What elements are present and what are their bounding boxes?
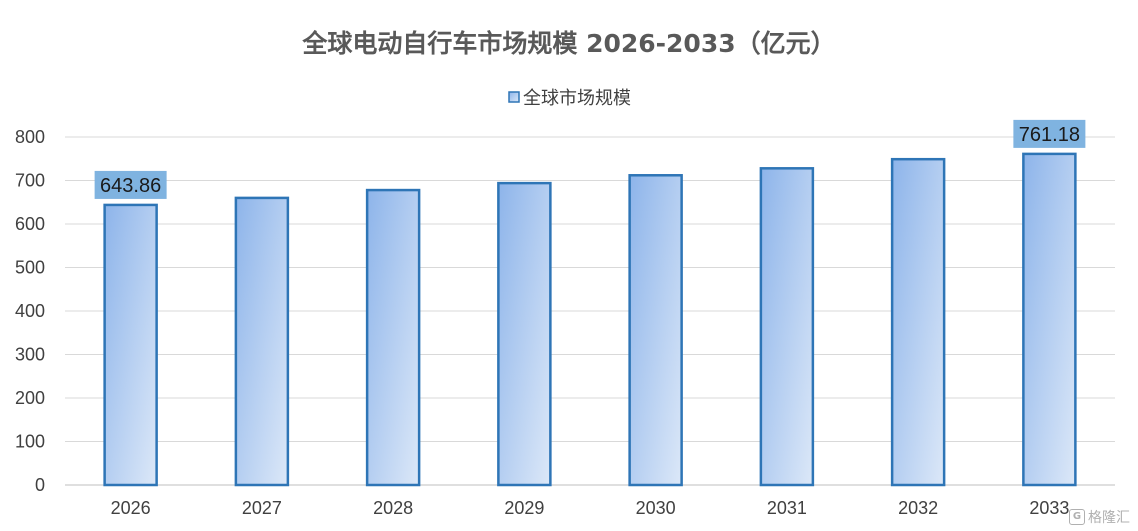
bar-2028 — [365, 188, 421, 487]
x-tick-label: 2030 — [636, 498, 676, 518]
bar-2032 — [890, 157, 946, 487]
y-tick-label: 400 — [15, 301, 45, 321]
y-tick-label: 500 — [15, 258, 45, 278]
bar-2027 — [234, 196, 290, 487]
x-tick-label: 2033 — [1029, 498, 1069, 518]
x-tick-label: 2026 — [111, 498, 151, 518]
bar-2031 — [759, 167, 815, 487]
y-tick-label: 200 — [15, 388, 45, 408]
bar-2026 — [103, 203, 158, 487]
data-label-box — [94, 170, 167, 199]
x-tick-label: 2028 — [373, 498, 413, 518]
bars — [103, 152, 1077, 487]
bar-2030 — [628, 174, 683, 487]
y-tick-label: 600 — [15, 214, 45, 234]
watermark: G 格隆汇 — [1069, 507, 1130, 527]
y-tick-label: 700 — [15, 171, 45, 191]
bar-2033 — [1022, 152, 1077, 487]
data-label-2033: 761.18 — [1019, 124, 1080, 146]
legend-label: 全球市场规模 — [523, 88, 631, 109]
chart-title: 全球电动自行车市场规模 2026-2033（亿元） — [301, 29, 835, 58]
y-axis-ticks: 0 100 200 300 400 500 600 700 800 — [15, 127, 45, 495]
y-tick-label: 0 — [35, 475, 45, 495]
data-label-box — [1013, 119, 1086, 148]
x-axis-ticks: 2026 2027 2028 2029 2030 2031 2032 2033 — [111, 498, 1070, 518]
x-tick-label: 2029 — [504, 498, 544, 518]
gelonghui-logo-icon: G — [1069, 509, 1085, 525]
legend-swatch — [508, 91, 520, 103]
x-tick-label: 2027 — [242, 498, 282, 518]
data-label-2026: 643.86 — [100, 175, 161, 197]
x-tick-label: 2031 — [767, 498, 807, 518]
x-tick-label: 2032 — [898, 498, 938, 518]
legend: 全球市场规模 — [508, 88, 631, 109]
y-tick-label: 100 — [15, 432, 45, 452]
data-labels: 643.86 761.18 — [94, 119, 1086, 199]
bar-2029 — [497, 181, 552, 487]
y-tick-label: 800 — [15, 127, 45, 147]
gridlines — [65, 136, 1115, 486]
y-tick-label: 300 — [15, 345, 45, 365]
watermark-text: 格隆汇 — [1088, 510, 1130, 526]
